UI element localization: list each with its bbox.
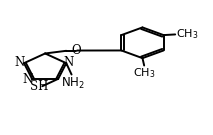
Text: CH$_3$: CH$_3$: [133, 66, 156, 80]
Text: CH$_3$: CH$_3$: [176, 28, 199, 41]
Text: NH$_2$: NH$_2$: [61, 76, 85, 91]
Text: O: O: [71, 44, 81, 57]
Text: SH: SH: [30, 80, 49, 93]
Text: N: N: [14, 56, 24, 69]
Text: N: N: [22, 73, 33, 86]
Text: N: N: [64, 56, 74, 69]
